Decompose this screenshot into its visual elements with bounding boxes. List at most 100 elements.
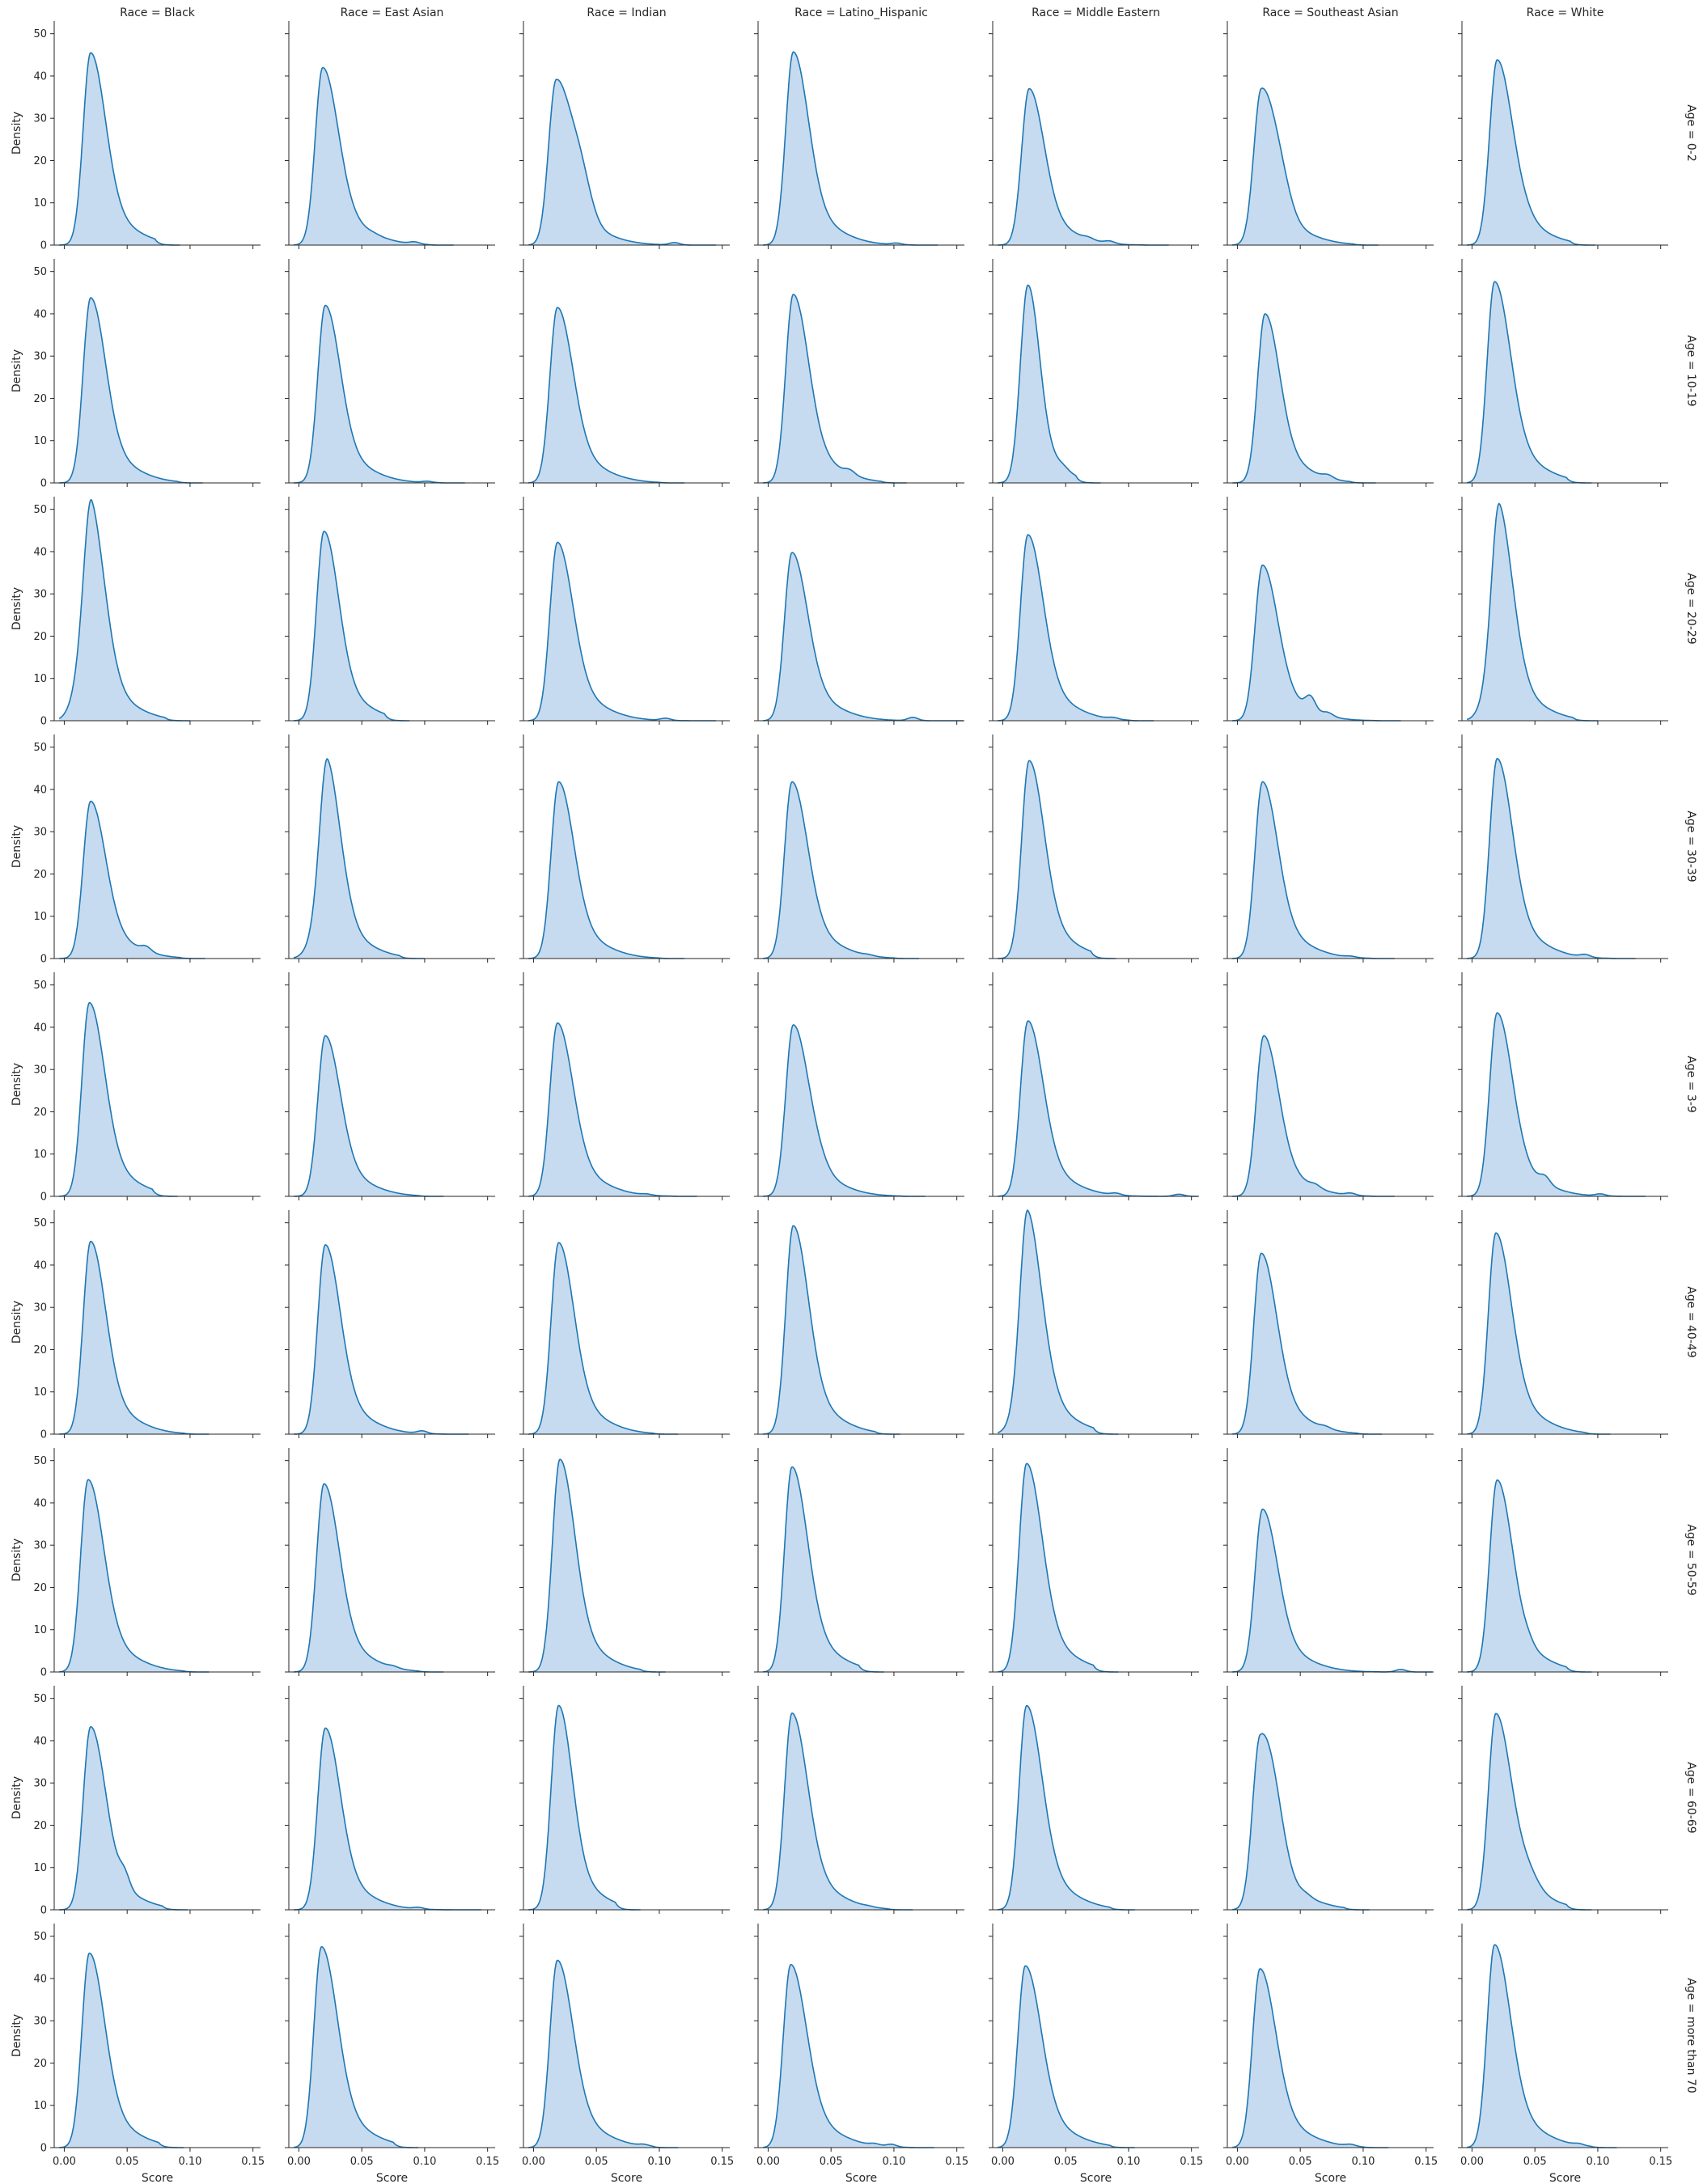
facet-panel <box>989 734 1199 963</box>
row-title: Age = 10-19 <box>1684 335 1697 406</box>
y-tick-label: 10 <box>33 435 47 447</box>
y-tick-label: 40 <box>33 546 47 558</box>
density-fill <box>763 1467 884 1672</box>
y-tick-label: 10 <box>33 1624 47 1636</box>
density-fill <box>1232 1035 1395 1196</box>
y-tick-label: 40 <box>33 1259 47 1272</box>
x-tick-label: 0.05 <box>1289 2156 1312 2168</box>
facet-panel <box>519 259 730 487</box>
y-tick-label: 0 <box>40 1191 47 1204</box>
x-tick-label: 0.10 <box>178 2156 201 2168</box>
density-fill <box>294 305 465 483</box>
facet-panel <box>285 1686 495 1914</box>
y-tick-label: 0 <box>40 240 47 252</box>
row-title: Age = 0-2 <box>1684 104 1697 162</box>
column-title: Race = East Asian <box>341 6 444 19</box>
facet-panel <box>754 734 964 963</box>
density-curve <box>1232 1252 1383 1435</box>
density-fill <box>1467 1233 1611 1434</box>
x-axis-title: Score <box>1080 2172 1112 2184</box>
density-curve <box>528 1959 679 2148</box>
density-curve <box>763 1225 900 1435</box>
density-fill <box>1232 781 1395 959</box>
row-title: Age = more than 70 <box>1684 1978 1697 2093</box>
y-tick-label: 20 <box>33 631 47 643</box>
y-tick-label: 50 <box>33 1931 47 1943</box>
y-tick-label: 10 <box>33 673 47 685</box>
density-fill <box>763 52 938 245</box>
density-fill <box>763 1025 926 1196</box>
x-axis-title: Score <box>845 2172 877 2184</box>
facet-panel <box>1223 1686 1434 1914</box>
density-fill <box>528 1705 641 1910</box>
column-title: Race = Black <box>120 6 196 19</box>
y-tick-label: 50 <box>33 980 47 992</box>
density-fill <box>294 1484 444 1672</box>
density-curve <box>58 499 190 722</box>
row-title: Age = 20-29 <box>1684 573 1697 644</box>
facet-panel <box>989 1209 1199 1438</box>
density-curve <box>528 1704 641 1911</box>
facet-panel <box>285 259 495 487</box>
y-tick-label: 30 <box>33 1778 47 1790</box>
y-tick-label: 0 <box>40 954 47 966</box>
y-tick-label: 50 <box>33 1693 47 1705</box>
y-tick-label: 30 <box>33 1302 47 1314</box>
facet-panel <box>754 1210 964 1438</box>
facet-panel: Age = 50-59 <box>1458 1448 1697 1676</box>
density-fill <box>294 1728 481 1910</box>
y-tick-label: 30 <box>33 589 47 601</box>
y-tick-label: 40 <box>33 1735 47 1747</box>
density-fill <box>1232 1253 1383 1434</box>
facet-panel: Age = 30-39 <box>1458 734 1697 963</box>
facet-panel <box>1223 972 1434 1200</box>
density-curve <box>294 1035 444 1197</box>
density-fill <box>1232 314 1376 483</box>
x-tick-label: 0.00 <box>756 2156 780 2168</box>
facet-panel <box>519 734 730 963</box>
y-axis-title: Density <box>11 349 23 392</box>
y-tick-label: 0 <box>40 2143 47 2155</box>
facet-panel: Race = East Asian <box>285 6 495 249</box>
y-tick-label: 10 <box>33 911 47 923</box>
y-tick-label: 50 <box>33 742 47 754</box>
x-tick-label: 0.05 <box>820 2156 843 2168</box>
density-curve <box>294 304 465 484</box>
density-fill <box>998 88 1169 245</box>
x-tick-label: 0.10 <box>882 2156 905 2168</box>
density-fill <box>59 1002 178 1196</box>
row-title: Age = 3-9 <box>1684 1056 1697 1113</box>
density-fill <box>998 1966 1135 2148</box>
x-axis-title: Score <box>1315 2172 1346 2184</box>
facet-panel: Age = 20-29 <box>1458 497 1697 725</box>
density-curve <box>59 1479 210 1673</box>
density-fill <box>1467 1479 1592 1672</box>
y-tick-label: 10 <box>33 1386 47 1399</box>
facet-panel <box>519 497 730 725</box>
density-curve <box>528 1458 666 1673</box>
facet-panel: 0 10 20 30 40 50 Density <box>11 972 261 1204</box>
facet-panel: 0 10 20 30 40 50 Density <box>11 497 261 728</box>
facet-panel: Race = Indian <box>519 6 730 249</box>
y-tick-label: 0 <box>40 716 47 728</box>
x-tick-label: 0.10 <box>647 2156 671 2168</box>
y-tick-label: 50 <box>33 1455 47 1467</box>
facet-panel <box>989 259 1199 487</box>
facet-panel <box>519 1448 730 1676</box>
column-title: Race = Middle Eastern <box>1032 6 1160 19</box>
density-curve <box>59 1725 188 1911</box>
x-tick-label: 0.05 <box>1054 2156 1078 2168</box>
density-fill <box>528 1242 679 1434</box>
y-tick-label: 50 <box>33 28 47 40</box>
y-tick-label: 20 <box>33 155 47 167</box>
density-fill <box>763 552 964 721</box>
facet-panel <box>989 1686 1199 1914</box>
y-tick-label: 20 <box>33 1344 47 1357</box>
density-curve <box>294 531 410 722</box>
facet-panel: Race = White Age = 0-2 <box>1458 6 1697 249</box>
facet-panel: Race = Middle Eastern <box>989 6 1199 249</box>
density-fill <box>1232 1509 1433 1672</box>
y-tick-label: 50 <box>33 1217 47 1230</box>
density-curve <box>1232 1733 1370 1911</box>
